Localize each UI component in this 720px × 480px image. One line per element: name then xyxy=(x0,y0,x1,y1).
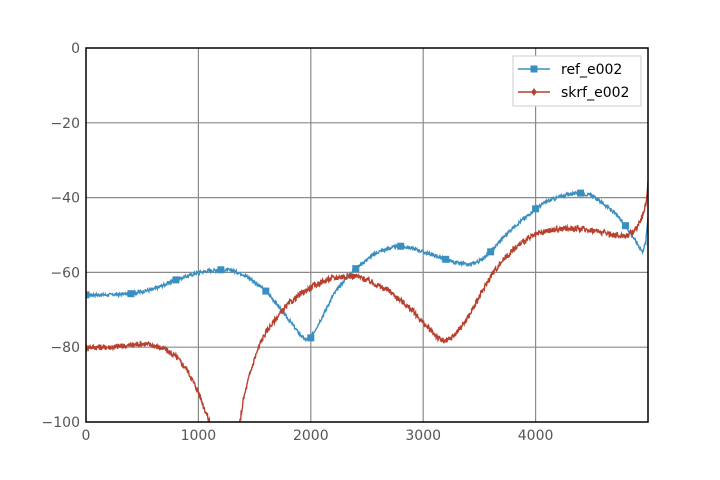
series-marker xyxy=(530,65,538,73)
series-line xyxy=(86,180,648,422)
series-marker xyxy=(577,189,585,197)
series-marker xyxy=(352,265,360,273)
series-marker xyxy=(127,290,135,298)
series-marker xyxy=(532,205,540,213)
series-marker xyxy=(217,266,225,274)
legend-entry: skrf_e002 xyxy=(518,85,629,101)
x-tick-label: 0 xyxy=(82,428,91,444)
axis-ticks: 0 1000 2000 3000 4000 0 −20 −40 −60 −80 −100 xyxy=(42,41,554,444)
series-marker xyxy=(86,291,90,299)
y-tick-label: −40 xyxy=(50,191,80,207)
legend: ref_e002 skrf_e002 xyxy=(512,55,642,107)
legend-box xyxy=(512,55,642,107)
series-marker xyxy=(172,276,180,284)
legend-entry: ref_e002 xyxy=(518,62,622,78)
series-marker xyxy=(262,287,270,295)
x-tick-label: 2000 xyxy=(293,428,329,444)
legend-label: ref_e002 xyxy=(561,62,622,78)
series-marker xyxy=(531,88,537,96)
series-marker xyxy=(622,222,630,230)
y-tick-label: −20 xyxy=(50,116,80,132)
y-tick-label: −100 xyxy=(42,415,80,431)
series-marker xyxy=(487,248,495,256)
y-tick-label: 0 xyxy=(71,41,80,57)
plot-frame xyxy=(85,47,649,423)
y-tick-label: −60 xyxy=(50,265,80,281)
series-line xyxy=(86,189,648,343)
x-tick-label: 4000 xyxy=(518,428,554,444)
y-tick-label: −80 xyxy=(50,340,80,356)
x-tick-label: 1000 xyxy=(181,428,217,444)
series-marker xyxy=(442,255,450,263)
series-marker xyxy=(307,334,315,342)
x-tick-label: 3000 xyxy=(405,428,441,444)
series-ref_e002 xyxy=(86,189,648,343)
series-skrf_e002 xyxy=(86,180,648,422)
series-marker xyxy=(397,242,405,250)
legend-label: skrf_e002 xyxy=(561,85,629,101)
series-layer xyxy=(86,180,648,422)
